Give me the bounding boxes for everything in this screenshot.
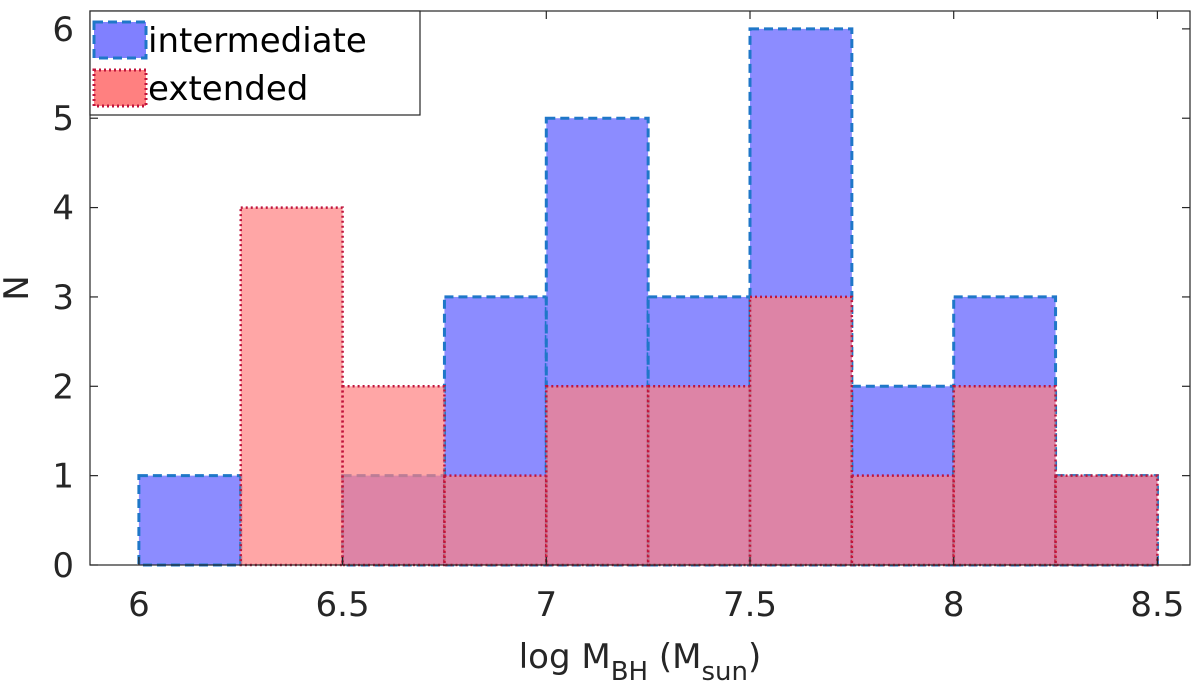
legend-label-extended: extended <box>148 69 308 109</box>
x-axis-label: log MBH (Msun) <box>519 637 762 687</box>
bar-extended-7 <box>748 295 854 567</box>
y-tick-label: 1 <box>52 457 74 497</box>
y-tick-label: 5 <box>52 99 74 139</box>
bar-intermediate-1 <box>137 474 243 567</box>
legend-label-intermediate: intermediate <box>148 21 367 61</box>
x-tick-label: 6 <box>128 585 150 625</box>
bar-extended-9 <box>952 385 1057 567</box>
bar-extended-10 <box>1054 474 1159 567</box>
x-tick-label: 7.5 <box>723 585 777 625</box>
y-axis-label: N <box>0 275 37 300</box>
bar-extended-5 <box>545 385 650 567</box>
x-tick-label: 6.5 <box>316 585 370 625</box>
legend: intermediate extended <box>89 10 421 116</box>
axis-tick-labels: 6 6.5 7 7.5 8 8.5 0 1 2 3 4 5 6 <box>52 10 1184 625</box>
x-tick-label: 7 <box>535 585 557 625</box>
y-tick-label: 6 <box>52 10 74 50</box>
legend-swatch-extended <box>92 68 148 108</box>
y-tick-label: 2 <box>52 367 74 407</box>
axis-ticks <box>90 11 1190 566</box>
x-tick-label: 8 <box>943 585 965 625</box>
bar-extended-6 <box>646 385 752 567</box>
bar-extended-2 <box>239 206 344 567</box>
legend-swatch-intermediate <box>92 20 148 60</box>
bar-extended-4 <box>443 474 548 567</box>
y-tick-label: 3 <box>52 278 74 318</box>
plot-frame <box>89 10 1191 566</box>
bar-extended-8 <box>850 474 955 567</box>
y-tick-label: 0 <box>52 546 74 586</box>
histogram-bars <box>137 27 1159 567</box>
bar-extended-3 <box>341 385 446 567</box>
x-tick-label: 8.5 <box>1130 585 1184 625</box>
y-tick-label: 4 <box>52 189 74 229</box>
